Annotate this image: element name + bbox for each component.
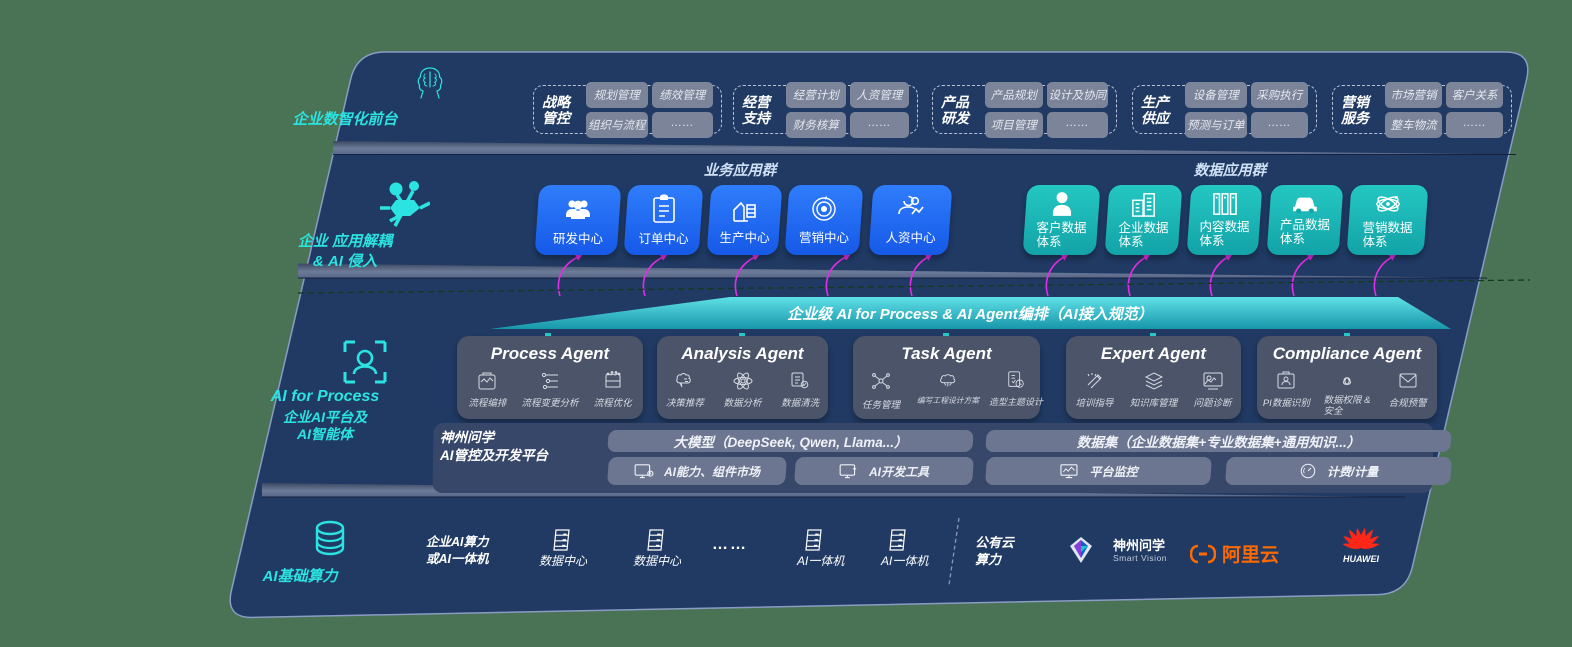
svg-text:HUAWEI: HUAWEI: [1343, 554, 1379, 564]
